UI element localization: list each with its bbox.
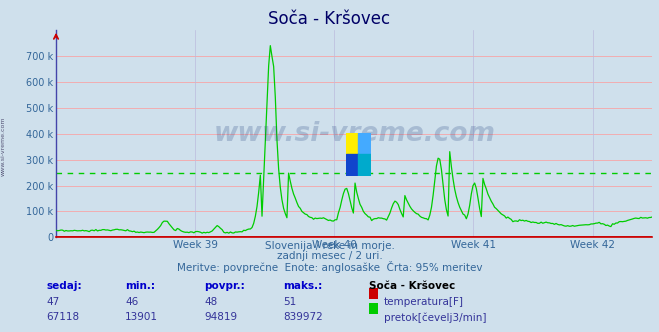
Text: www.si-vreme.com: www.si-vreme.com — [1, 116, 6, 176]
Bar — [346, 154, 358, 176]
Text: zadnji mesec / 2 uri.: zadnji mesec / 2 uri. — [277, 251, 382, 261]
Text: maks.:: maks.: — [283, 281, 323, 290]
Text: pretok[čevelj3/min]: pretok[čevelj3/min] — [384, 312, 486, 323]
Bar — [358, 133, 371, 154]
Text: 67118: 67118 — [46, 312, 79, 322]
Bar — [346, 133, 358, 154]
Bar — [358, 154, 371, 176]
Text: Meritve: povprečne  Enote: anglosaške  Črta: 95% meritev: Meritve: povprečne Enote: anglosaške Črt… — [177, 261, 482, 273]
Text: povpr.:: povpr.: — [204, 281, 245, 290]
Text: 47: 47 — [46, 297, 59, 307]
Text: 839972: 839972 — [283, 312, 323, 322]
Text: 46: 46 — [125, 297, 138, 307]
Text: Slovenija / reke in morje.: Slovenija / reke in morje. — [264, 241, 395, 251]
Text: 51: 51 — [283, 297, 297, 307]
Text: temperatura[F]: temperatura[F] — [384, 297, 463, 307]
Text: www.si-vreme.com: www.si-vreme.com — [214, 121, 495, 147]
Text: Soča - Kršovec: Soča - Kršovec — [369, 281, 455, 290]
Text: Soča - Kršovec: Soča - Kršovec — [268, 10, 391, 28]
Text: min.:: min.: — [125, 281, 156, 290]
Text: 13901: 13901 — [125, 312, 158, 322]
Text: 48: 48 — [204, 297, 217, 307]
Text: 94819: 94819 — [204, 312, 237, 322]
Text: sedaj:: sedaj: — [46, 281, 82, 290]
